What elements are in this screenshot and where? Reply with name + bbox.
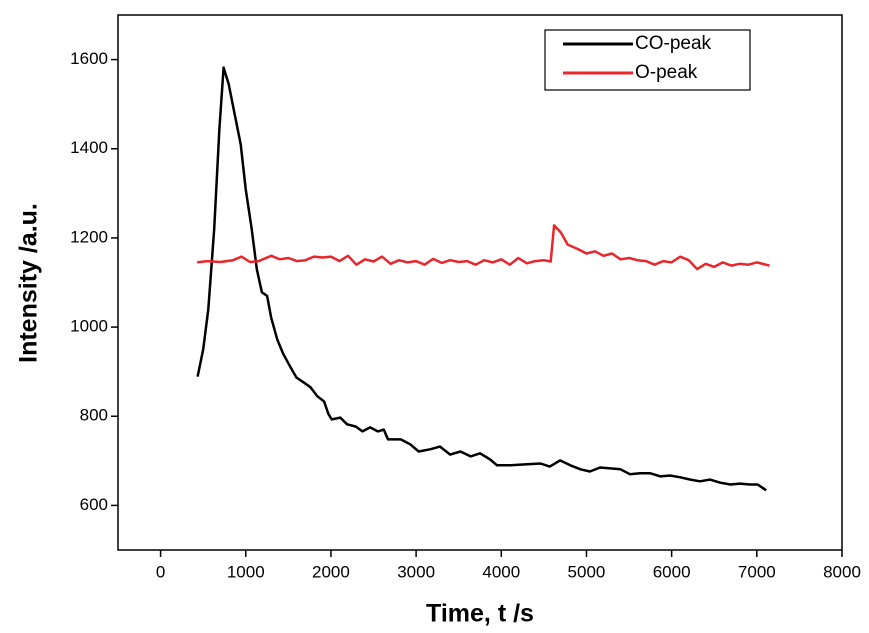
y-tick-label: 1600 (70, 49, 108, 68)
x-tick-label: 2000 (312, 562, 350, 581)
x-tick-label: 7000 (738, 562, 776, 581)
data-line (196, 66, 767, 492)
x-tick-label: 0 (156, 562, 165, 581)
x-tick-label: 3000 (397, 562, 435, 581)
x-tick-label: 1000 (227, 562, 265, 581)
legend-text: O-peak (635, 62, 698, 83)
y-tick-label: 800 (80, 406, 108, 425)
x-axis-title: Time, t /s (426, 600, 534, 628)
x-tick-label: 5000 (568, 562, 606, 581)
plot-frame (117, 14, 843, 551)
y-tick-label: 1000 (70, 317, 108, 336)
legend-text: CO-peak (635, 33, 712, 54)
y-tick-label: 1200 (70, 227, 108, 246)
x-tick-label: 8000 (823, 562, 861, 581)
legend-box (544, 29, 751, 91)
x-tick-label: 4000 (482, 562, 520, 581)
y-tick-label: 600 (80, 495, 108, 514)
data-line (197, 224, 770, 271)
y-axis-title: Intensity /a.u. (15, 203, 43, 363)
x-tick-label: 6000 (653, 562, 691, 581)
y-tick-label: 1400 (70, 138, 108, 157)
